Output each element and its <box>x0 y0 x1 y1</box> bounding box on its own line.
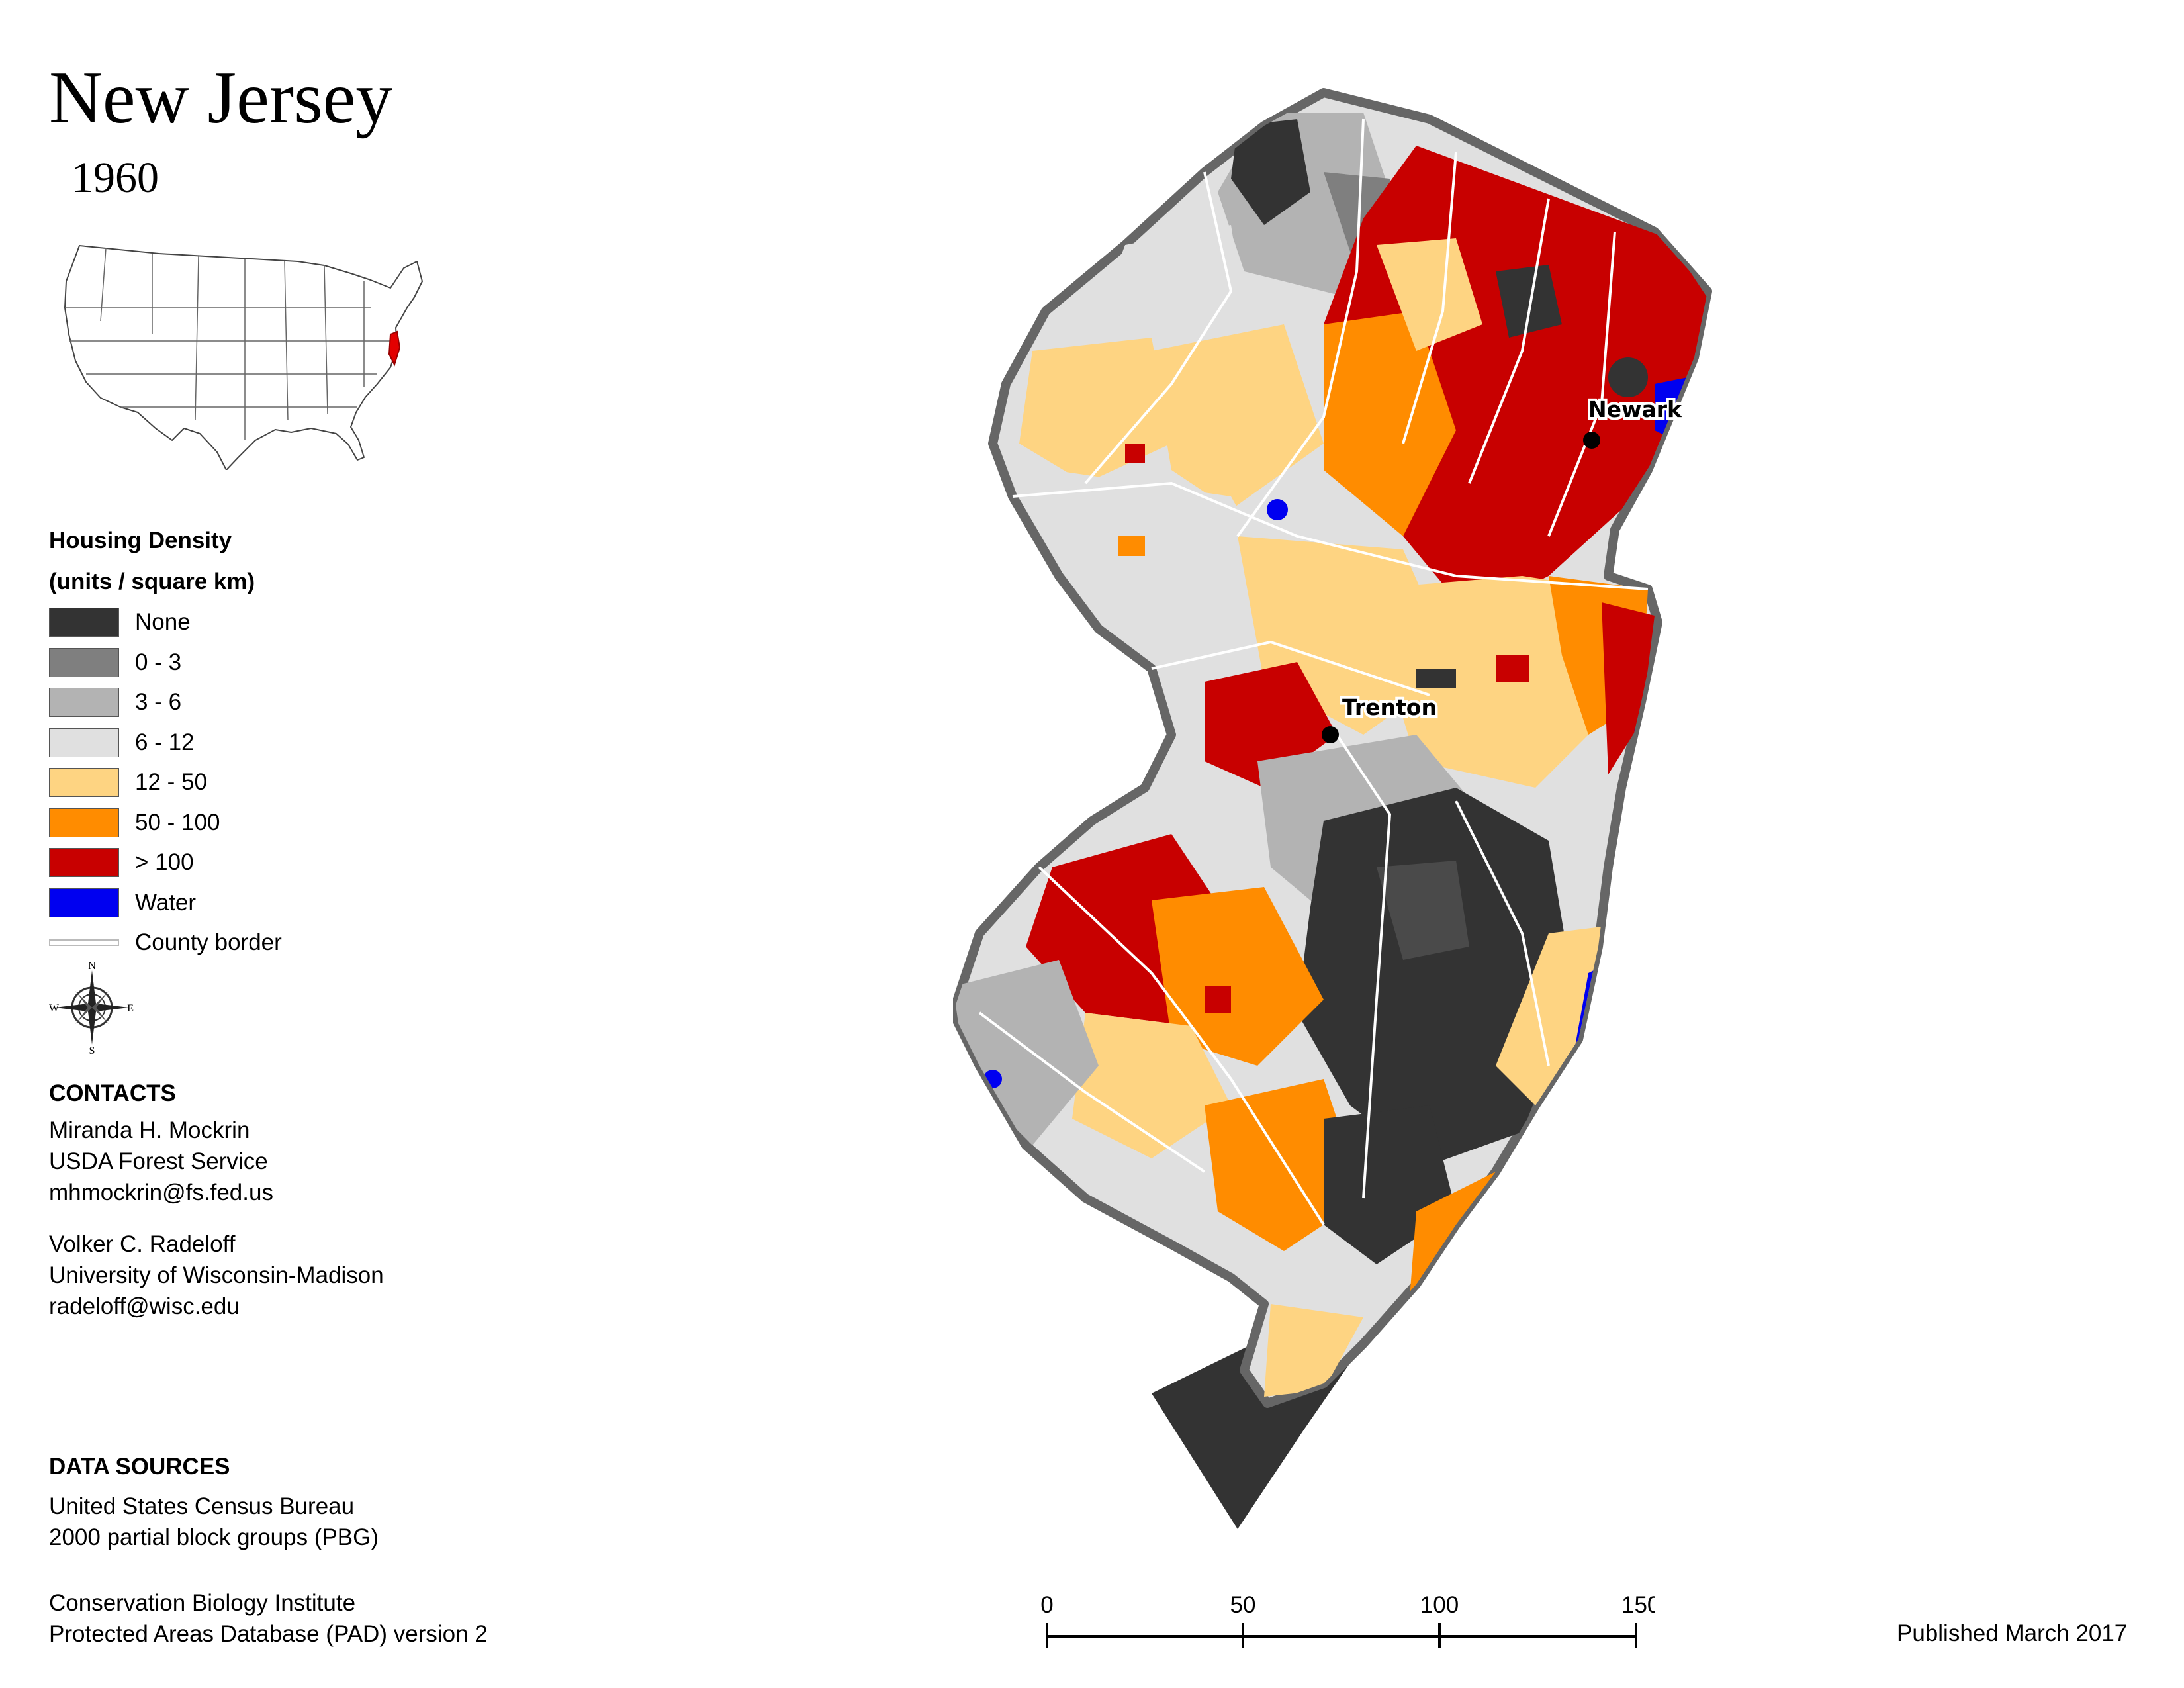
legend: None 0 - 3 3 - 6 6 - 12 12 - 50 50 - 100… <box>49 602 282 963</box>
scale-tick-0: 0 <box>1040 1592 1053 1618</box>
data-source-1-line1: United States Census Bureau <box>49 1493 355 1519</box>
legend-item-over-100: > 100 <box>49 843 282 883</box>
legend-item-county-border: County border <box>49 923 282 963</box>
scale-tick-150: 150 km <box>1621 1592 1655 1618</box>
legend-item-6-12: 6 - 12 <box>49 723 282 763</box>
compass-s: S <box>89 1045 95 1054</box>
legend-item-none: None <box>49 602 282 643</box>
county-borders <box>978 118 1649 1226</box>
contact-1-name: Miranda H. Mockrin <box>49 1117 250 1143</box>
legend-swatch-0-3 <box>49 647 119 677</box>
legend-swatch-water <box>49 888 119 917</box>
legend-item-50-100: 50 - 100 <box>49 803 282 843</box>
data-source-2-line1: Conservation Biology Institute <box>49 1590 356 1616</box>
new-jersey-housing-density-map: Newark Trenton <box>953 88 1712 1529</box>
legend-label: > 100 <box>135 849 194 876</box>
data-sources-heading: DATA SOURCES <box>49 1454 230 1479</box>
legend-label: 6 - 12 <box>135 729 195 755</box>
legend-title-line2: (units / square km) <box>49 569 255 594</box>
scale-tick-100: 100 <box>1420 1592 1459 1618</box>
legend-swatch-3-6 <box>49 688 119 718</box>
contact-2-name: Volker C. Radeloff <box>49 1231 236 1257</box>
data-source-1-line2: 2000 partial block groups (PBG) <box>49 1524 379 1550</box>
legend-label: 12 - 50 <box>135 769 207 796</box>
legend-label: None <box>135 609 191 635</box>
legend-item-12-50: 12 - 50 <box>49 763 282 803</box>
contacts-heading: CONTACTS <box>49 1080 176 1106</box>
contact-1-email[interactable]: mhmockrin@fs.fed.us <box>49 1180 273 1205</box>
legend-label: Water <box>135 889 197 915</box>
compass-e: E <box>127 1003 134 1014</box>
legend-swatch-50-100 <box>49 808 119 837</box>
contact-2-email[interactable]: radeloff@wisc.edu <box>49 1293 240 1319</box>
legend-swatch-county-border <box>49 939 119 947</box>
legend-item-water: Water <box>49 883 282 923</box>
published-date: Published March 2017 <box>1897 1620 2128 1646</box>
map-title: New Jersey <box>49 57 393 139</box>
data-source-1: United States Census Bureau 2000 partial… <box>49 1491 379 1553</box>
compass-n: N <box>88 961 96 972</box>
legend-label: 3 - 6 <box>135 689 182 716</box>
map-year: 1960 <box>71 154 159 202</box>
legend-swatch-none <box>49 608 119 637</box>
legend-item-0-3: 0 - 3 <box>49 643 282 683</box>
legend-label: 50 - 100 <box>135 809 220 835</box>
legend-swatch-12-50 <box>49 768 119 798</box>
newark-marker <box>1583 432 1600 449</box>
contact-2-org: University of Wisconsin-Madison <box>49 1262 384 1288</box>
legend-swatch-6-12 <box>49 727 119 757</box>
contact-1: Miranda H. Mockrin USDA Forest Service m… <box>49 1115 273 1208</box>
legend-label: 0 - 3 <box>135 649 182 675</box>
newark-label: Newark <box>1588 397 1682 422</box>
scale-bar: 0 50 100 150 km <box>1040 1592 1655 1648</box>
compass-w: W <box>49 1003 60 1014</box>
us-locator-map <box>64 245 423 470</box>
data-source-2: Conservation Biology Institute Protected… <box>49 1587 488 1650</box>
contact-2: Volker C. Radeloff University of Wiscons… <box>49 1229 384 1322</box>
trenton-marker <box>1322 726 1339 743</box>
legend-title-line1: Housing Density <box>49 528 232 553</box>
contact-1-org: USDA Forest Service <box>49 1149 268 1174</box>
compass-rose-icon: N S E W <box>49 961 134 1054</box>
trenton-label: Trenton <box>1342 694 1437 720</box>
legend-title: Housing Density (units / square km) <box>49 520 255 602</box>
scale-tick-50: 50 <box>1230 1592 1256 1618</box>
legend-swatch-over-100 <box>49 848 119 878</box>
legend-label: County border <box>135 929 282 956</box>
legend-item-3-6: 3 - 6 <box>49 682 282 723</box>
data-source-2-line2: Protected Areas Database (PAD) version 2 <box>49 1621 488 1647</box>
new-jersey-highlight <box>388 330 401 367</box>
